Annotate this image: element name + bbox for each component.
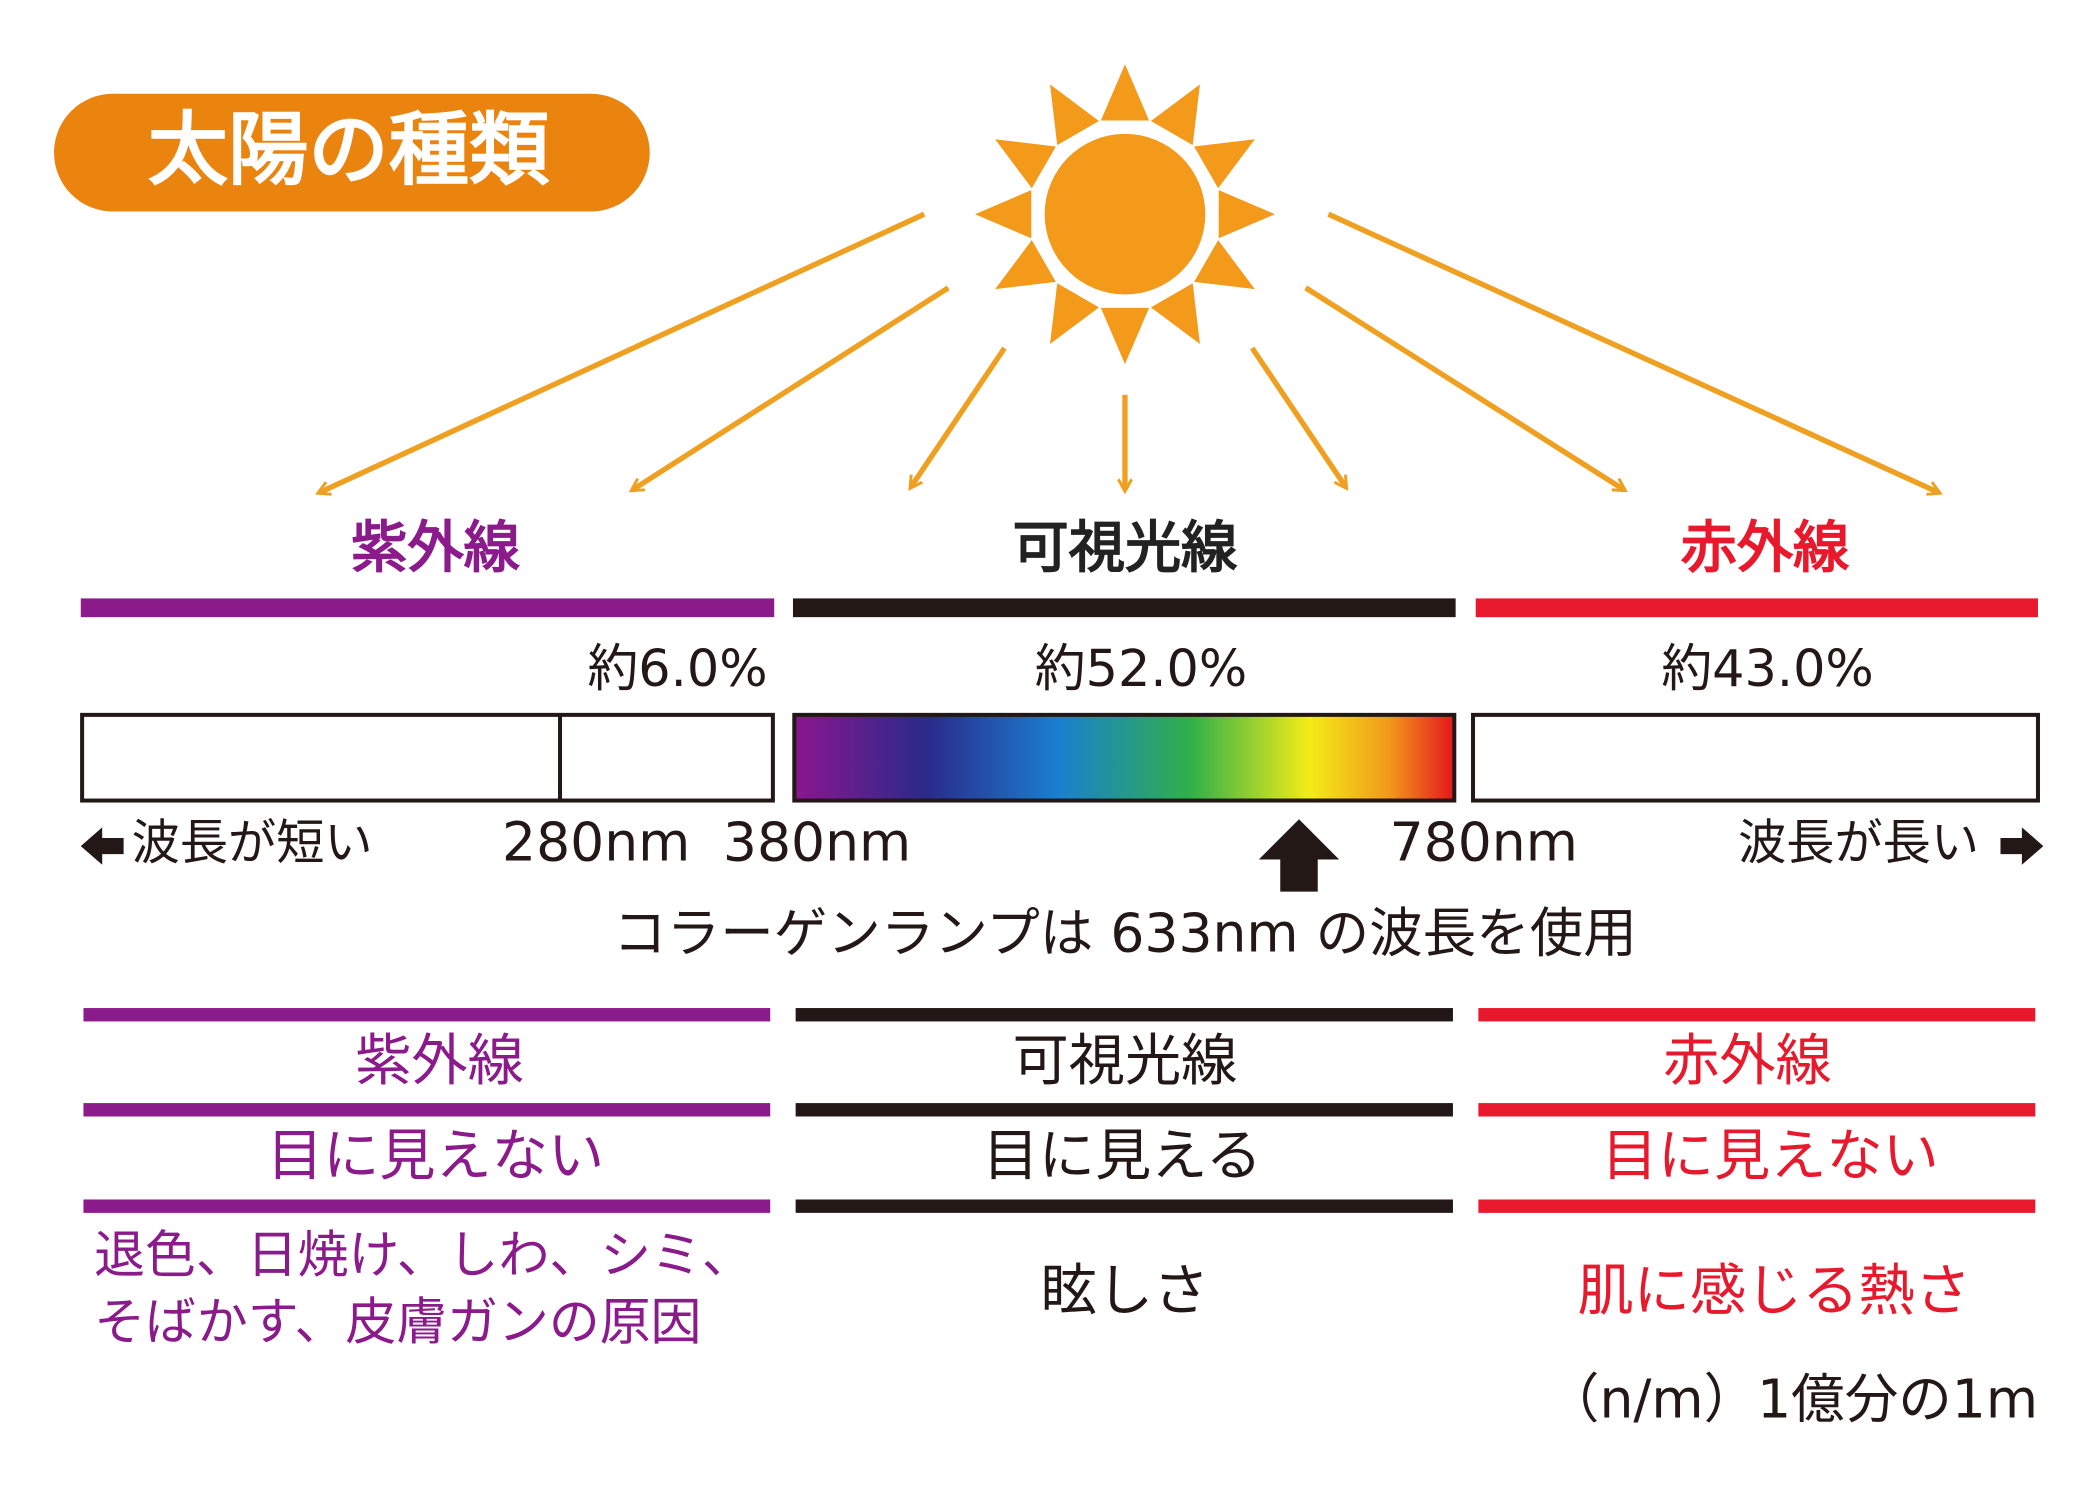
uv-header: 紫外線 xyxy=(351,516,520,581)
uv-name: 紫外線 xyxy=(355,1029,524,1094)
long-label: 波長が長い xyxy=(1738,815,1979,871)
uv-effect: そばかす、皮膚ガンの原因 xyxy=(94,1292,701,1351)
right-arrow xyxy=(2000,827,2044,865)
visible-bar xyxy=(792,598,1456,618)
title-pill xyxy=(54,93,650,212)
visible-share: 約52.0% xyxy=(1035,639,1247,698)
note: コラーゲンランプは 633nm の波長を使用 xyxy=(613,902,1637,965)
wavelength-label: 380nm xyxy=(723,811,911,874)
ir-name: 赤外線 xyxy=(1663,1029,1832,1094)
ir-share: 約43.0% xyxy=(1661,639,1873,698)
visible-effect: 眩しさ xyxy=(1041,1259,1210,1324)
visible-header: 可視光線 xyxy=(1013,516,1239,581)
sun-arrows xyxy=(319,211,1939,492)
short-label: 波長が短い xyxy=(132,815,373,871)
spectrum xyxy=(792,712,1457,803)
ir-effect: 肌に感じる熱さ xyxy=(1577,1259,1971,1324)
visible-name: 可視光線 xyxy=(1013,1029,1238,1094)
uv-share: 約6.0% xyxy=(587,639,767,698)
uv-visibility: 目に見えない xyxy=(267,1124,604,1189)
ir-box xyxy=(1471,712,2040,803)
table-lines xyxy=(83,1008,2036,1213)
up-arrow xyxy=(1258,819,1340,892)
sun xyxy=(975,64,1275,365)
ir-header: 赤外線 xyxy=(1681,516,1850,581)
wavelength-label: 780nm xyxy=(1390,811,1578,874)
left-arrow xyxy=(80,827,124,865)
uv-bar xyxy=(80,598,775,618)
ir-bar xyxy=(1475,598,2038,618)
visible-visibility: 目に見える xyxy=(983,1124,1262,1189)
ir-visibility: 目に見えない xyxy=(1602,1124,1939,1189)
wavelength-label: 280nm xyxy=(502,811,690,874)
footnote: （n/m）1億分の1m xyxy=(1546,1368,2038,1431)
uv-box xyxy=(80,712,775,803)
title: 太陽の種類 xyxy=(148,102,550,196)
uv-effect: 退色、日焼け、しわ、シミ、 xyxy=(94,1225,753,1284)
